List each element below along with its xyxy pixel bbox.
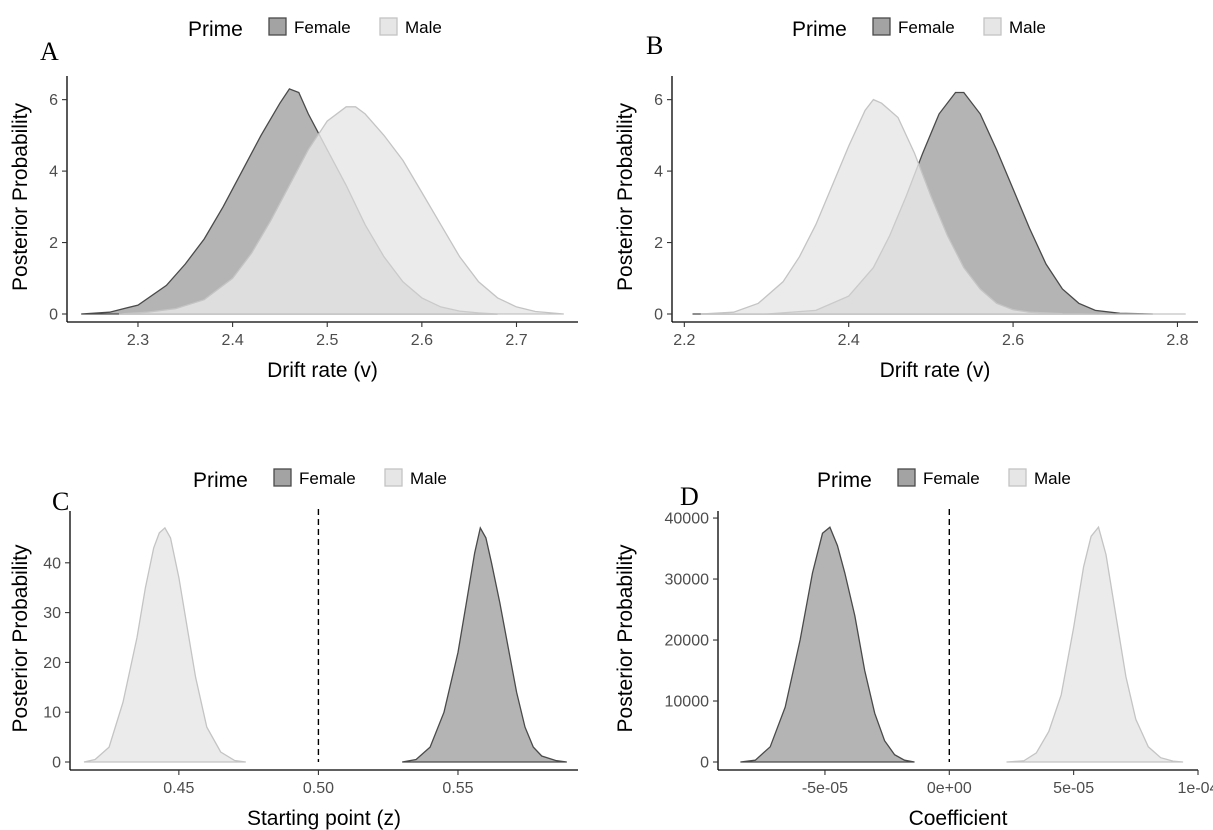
legend-label-male: Male xyxy=(405,18,442,37)
panel-b-y-tick-label: 4 xyxy=(654,164,663,181)
panel-c-letter: C xyxy=(52,487,69,516)
panel-d-density-male xyxy=(1006,525,1184,763)
panel-b-y-axis-title: Posterior Probability xyxy=(614,103,637,291)
panel-a-y-axis-title: Posterior Probability xyxy=(9,103,32,291)
panel-a-y-tick-label: 6 xyxy=(49,92,58,109)
legend-label-female: Female xyxy=(299,469,356,488)
panel-b-x-tick-label: 2.2 xyxy=(673,332,695,349)
panel-d-x-tick-label: 5e-05 xyxy=(1053,780,1094,797)
panel-d-y-tick-label: 30000 xyxy=(665,572,710,589)
panel-a-legend: Prime Female Male xyxy=(188,17,442,41)
panel-a-y-tick-label: 2 xyxy=(49,235,58,252)
panel-c-y-tick-label: 0 xyxy=(52,755,61,772)
panel-c-y-tick-label: 20 xyxy=(43,655,61,672)
panel-d-y-tick-label: 20000 xyxy=(665,633,710,650)
panel-a-y-tick-label: 4 xyxy=(49,164,58,181)
legend-label-female: Female xyxy=(923,469,980,488)
panel-d-x-tick-label: 1e-04 xyxy=(1178,780,1213,797)
legend-title: Prime xyxy=(817,469,872,492)
legend-label-female: Female xyxy=(898,18,955,37)
panel-d-density-female xyxy=(740,526,915,763)
legend-label-male: Male xyxy=(1009,18,1046,37)
legend-title: Prime xyxy=(193,469,248,492)
legend-key-female xyxy=(872,17,891,36)
panel-b-x-axis-title: Drift rate (v) xyxy=(880,359,991,382)
legend-label-male: Male xyxy=(410,469,447,488)
legend-key-male xyxy=(983,17,1002,36)
panel-b-density-male xyxy=(700,98,1186,315)
legend-label-female: Female xyxy=(294,18,351,37)
legend-key-female xyxy=(273,468,292,487)
panel-b-legend: Prime Female Male xyxy=(792,17,1046,41)
panel-c-y-tick-label: 30 xyxy=(43,605,61,622)
legend-title: Prime xyxy=(792,18,847,41)
panel-c-y-tick-label: 40 xyxy=(43,555,61,572)
legend-key-male xyxy=(1008,468,1027,487)
panel-a-y-tick-label: 0 xyxy=(49,307,58,324)
panel-c-x-tick-label: 0.55 xyxy=(442,780,473,797)
panel-b-y-tick-label: 6 xyxy=(654,92,663,109)
panel-d-y-tick-label: 40000 xyxy=(665,511,710,528)
panel-a-letter: A xyxy=(40,37,59,66)
legend-key-male xyxy=(384,468,403,487)
legend-key-male xyxy=(379,17,398,36)
panel-b-letter: B xyxy=(646,31,663,60)
panel-b: 2.2 2.4 2.6 2.8 0 2 4 6 Drift rate (v) Posterior … xyxy=(614,17,1198,382)
panel-c-x-tick-label: 0.45 xyxy=(163,780,194,797)
panel-c-x-axis-title: Starting point (z) xyxy=(247,807,401,830)
panel-b-x-tick-label: 2.6 xyxy=(1002,332,1024,349)
panel-c: 0.45 0.50 0.55 0 10 20 30 40 Starting point (z) P… xyxy=(9,468,578,830)
panel-c-density-male xyxy=(83,526,246,763)
panel-d-y-tick-label: 0 xyxy=(700,755,709,772)
panel-b-y-tick-label: 2 xyxy=(654,235,663,252)
panel-d-legend: Prime Female Male xyxy=(817,468,1071,492)
panel-a-x-tick-label: 2.5 xyxy=(316,332,338,349)
panel-c-y-axis-title: Posterior Probability xyxy=(9,544,32,732)
panel-d-y-tick-label: 10000 xyxy=(665,694,710,711)
panel-d: -5e-05 0e+00 5e-05 1e-04 0 10000 20000 30000 400… xyxy=(614,468,1213,830)
panel-a-x-axis-title: Drift rate (v) xyxy=(267,359,378,382)
panel-d-y-axis-title: Posterior Probability xyxy=(614,544,637,732)
panel-c-density-female xyxy=(402,526,567,763)
panel-c-y-tick-label: 10 xyxy=(43,705,61,722)
panel-d-x-tick-label: 0e+00 xyxy=(927,780,972,797)
panel-b-y-tick-label: 0 xyxy=(654,307,663,324)
panel-a-x-tick-label: 2.6 xyxy=(411,332,433,349)
panel-b-x-tick-label: 2.8 xyxy=(1166,332,1188,349)
legend-title: Prime xyxy=(188,18,243,41)
panel-d-letter: D xyxy=(680,482,699,511)
panel-a-x-tick-label: 2.7 xyxy=(505,332,527,349)
panel-b-x-tick-label: 2.4 xyxy=(838,332,860,349)
panel-c-x-tick-label: 0.50 xyxy=(303,780,334,797)
panel-a: 2.3 2.4 2.5 2.6 2.7 0 2 4 6 Drift rate (v) Posteri… xyxy=(9,17,578,382)
panel-d-x-tick-label: -5e-05 xyxy=(802,780,848,797)
panel-d-x-axis-title: Coefficient xyxy=(909,807,1008,830)
panel-c-legend: Prime Female Male xyxy=(193,468,447,492)
legend-key-female xyxy=(897,468,916,487)
legend-label-male: Male xyxy=(1034,469,1071,488)
panel-a-density-male xyxy=(118,106,564,315)
legend-key-female xyxy=(268,17,287,36)
panel-a-x-tick-label: 2.3 xyxy=(127,332,149,349)
panel-a-x-tick-label: 2.4 xyxy=(221,332,243,349)
